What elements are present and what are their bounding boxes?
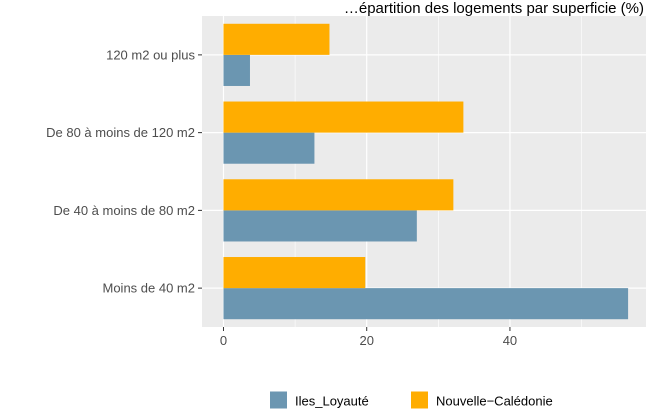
y-tick-label: De 40 à moins de 80 m2 [53,203,195,218]
x-tick-label: 40 [503,333,517,348]
legend: Iles_Loyauté Nouvelle−Calédonie [270,391,553,409]
bar [223,179,454,211]
x-axis: 0 20 40 [220,327,517,348]
bar [223,101,464,133]
x-tick-label: 20 [359,333,373,348]
bar [223,210,417,242]
x-tick-label: 0 [220,333,227,348]
legend-swatch [270,391,287,409]
y-tick-label: Moins de 40 m2 [103,281,196,296]
legend-swatch [411,391,428,409]
chart-title: …épartition des logements par superficie… [344,0,644,17]
bar [223,23,330,55]
y-axis: Moins de 40 m2 De 40 à moins de 80 m2 De 8… [46,47,202,296]
legend-label: Nouvelle−Calédonie [436,394,553,409]
bar [223,257,366,289]
legend-label: Iles_Loyauté [295,394,369,409]
y-tick-label: De 80 à moins de 120 m2 [46,125,195,140]
y-tick-label: 120 m2 ou plus [106,47,195,62]
bars [223,23,629,320]
bar [223,54,250,86]
bar [223,288,629,320]
bar [223,132,315,164]
